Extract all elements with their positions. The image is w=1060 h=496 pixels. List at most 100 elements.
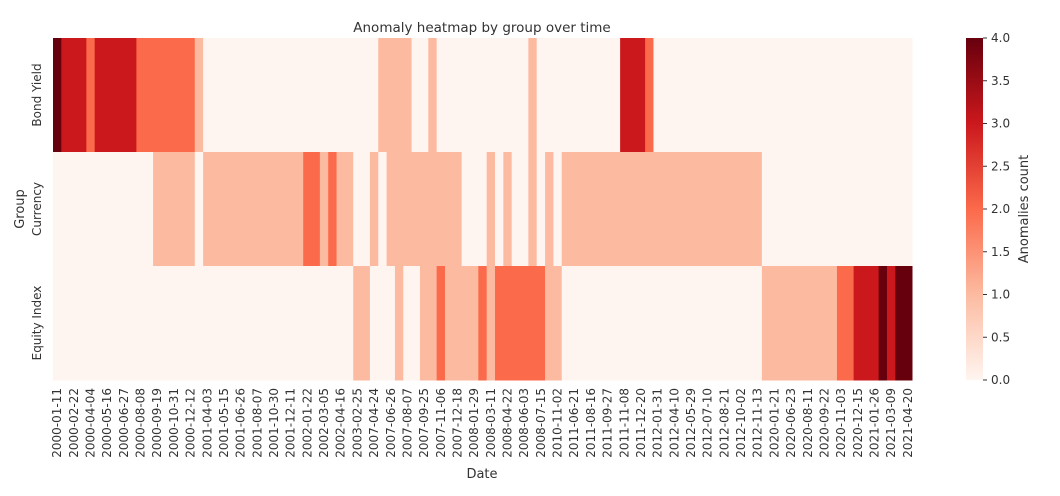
heatmap-cell xyxy=(336,38,346,153)
heatmap-cell xyxy=(653,38,663,153)
heatmap-cell xyxy=(411,152,421,267)
heatmap-cell xyxy=(319,38,329,153)
heatmap-cell xyxy=(603,152,613,267)
heatmap-cell xyxy=(228,266,237,381)
heatmap-cell xyxy=(294,266,304,381)
heatmap-cell xyxy=(194,152,204,267)
heatmap-cell xyxy=(711,38,721,153)
heatmap-cell xyxy=(336,266,346,381)
heatmap-cell xyxy=(628,152,638,267)
heatmap-cell xyxy=(678,152,688,267)
heatmap-cell xyxy=(253,266,262,381)
heatmap-cell xyxy=(728,266,738,381)
heatmap-cell xyxy=(620,266,629,381)
x-tick-label: 2000-12-12 xyxy=(184,388,198,458)
heatmap-cell xyxy=(336,152,346,267)
heatmap-cell xyxy=(244,266,254,381)
heatmap-cell xyxy=(520,38,529,153)
heatmap-cell xyxy=(269,266,279,381)
colorbar-label: Anomalies count xyxy=(1017,155,1032,264)
heatmap-cell xyxy=(711,152,721,267)
heatmap-cell xyxy=(778,38,788,153)
heatmap-cell xyxy=(328,266,338,381)
heatmap-cell xyxy=(136,266,146,381)
heatmap-cell xyxy=(603,266,613,381)
heatmap-cell xyxy=(153,152,162,267)
heatmap-cell xyxy=(78,38,87,153)
heatmap-cell xyxy=(344,152,354,267)
heatmap-cell xyxy=(319,152,329,267)
heatmap-cell xyxy=(444,38,454,153)
heatmap-cell xyxy=(203,38,212,153)
heatmap-cell xyxy=(478,38,488,153)
x-tick-label: 2001-06-26 xyxy=(234,388,248,458)
heatmap-cell xyxy=(586,266,596,381)
heatmap-cell xyxy=(369,266,379,381)
heatmap-cell xyxy=(53,38,62,153)
heatmap-cell xyxy=(486,266,496,381)
heatmap-cell xyxy=(86,266,96,381)
heatmap-cell xyxy=(111,266,121,381)
heatmap-cell xyxy=(103,38,112,153)
heatmap-cell xyxy=(194,266,204,381)
heatmap-cell xyxy=(61,38,71,153)
heatmap-cell xyxy=(169,38,179,153)
heatmap-cell xyxy=(94,266,104,381)
heatmap-cell xyxy=(361,38,371,153)
x-tick-label: 2008-04-22 xyxy=(501,388,515,458)
heatmap-cell xyxy=(536,38,546,153)
heatmap-cell xyxy=(811,152,821,267)
heatmap-cell xyxy=(511,152,521,267)
heatmap-cell xyxy=(153,38,162,153)
heatmap-cell xyxy=(661,266,671,381)
heatmap-cell xyxy=(61,152,71,267)
heatmap-cell xyxy=(178,152,187,267)
heatmap-cell xyxy=(286,38,296,153)
heatmap-cell xyxy=(144,152,154,267)
x-axis-label: Date xyxy=(466,467,497,482)
heatmap-cell xyxy=(828,152,838,267)
x-tick-label: 2012-01-31 xyxy=(651,388,665,458)
heatmap-cell xyxy=(394,152,404,267)
heatmap-cell xyxy=(720,152,730,267)
heatmap-cell xyxy=(786,266,796,381)
heatmap-cell xyxy=(861,38,871,153)
colorbar-tick-label: 4.0 xyxy=(991,31,1010,45)
heatmap-cell xyxy=(853,266,863,381)
heatmap-cell xyxy=(636,38,646,153)
heatmap-cell xyxy=(369,152,379,267)
heatmap-cell xyxy=(553,266,563,381)
x-tick-label: 2012-08-21 xyxy=(717,388,731,458)
heatmap-cell xyxy=(161,266,171,381)
heatmap-cell xyxy=(403,152,413,267)
x-tick-label: 2001-04-03 xyxy=(200,388,214,458)
heatmap-cell xyxy=(828,266,838,381)
heatmap-cell xyxy=(119,266,129,381)
heatmap-cell xyxy=(486,38,496,153)
heatmap-cell xyxy=(528,266,538,381)
heatmap-cell xyxy=(528,152,538,267)
heatmap-cell xyxy=(303,38,313,153)
x-tick-label: 2000-05-16 xyxy=(100,388,114,458)
heatmap-cell xyxy=(536,152,546,267)
x-tick-label: 2011-09-27 xyxy=(601,388,615,458)
heatmap-cell xyxy=(711,266,721,381)
heatmap-cell xyxy=(403,266,413,381)
heatmap-cell xyxy=(411,38,421,153)
heatmap-cell xyxy=(94,152,104,267)
heatmap-cell xyxy=(778,266,788,381)
heatmap-cell xyxy=(394,38,404,153)
heatmap-cell xyxy=(169,152,179,267)
heatmap-cell xyxy=(578,38,588,153)
x-tick-label: 2007-09-25 xyxy=(417,388,431,458)
heatmap-cell xyxy=(286,266,296,381)
heatmap-cell xyxy=(645,266,654,381)
heatmap-cell xyxy=(53,266,62,381)
heatmap-cell xyxy=(853,38,863,153)
heatmap-cell xyxy=(636,266,646,381)
heatmap-cell xyxy=(511,38,521,153)
heatmap-cell xyxy=(503,152,513,267)
heatmap-cell xyxy=(436,152,446,267)
heatmap-cell xyxy=(895,266,905,381)
heatmap-cell xyxy=(528,38,538,153)
